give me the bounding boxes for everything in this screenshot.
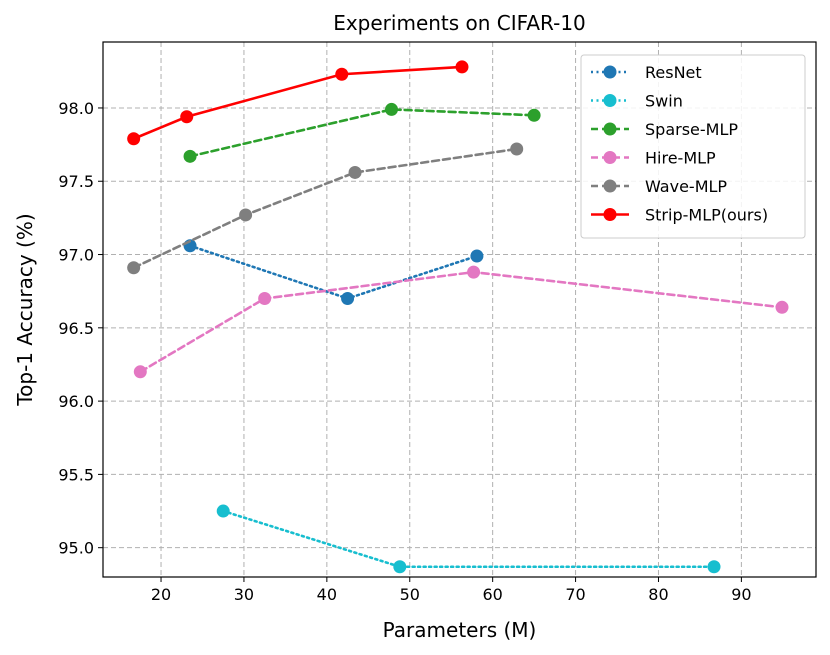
data-point-swin [216,504,230,518]
data-point-wave-mlp [510,142,524,156]
y-tick-label: 98.0 [58,99,94,118]
series-line-sparse-mlp [188,108,536,158]
y-tick-label: 97.5 [58,172,94,191]
legend-box [580,54,806,239]
data-point-strip-mlp-ours [335,67,349,81]
legend-label: ResNet [645,63,702,82]
data-point-wave-mlp [239,208,253,222]
series-layer [127,60,789,574]
data-point-swin [707,560,721,574]
series-hire-mlp [133,265,789,379]
series-line-hire-mlp [139,270,784,374]
legend-marker [603,65,617,79]
x-tick-label: 70 [565,585,585,604]
data-point-wave-mlp [348,165,362,179]
data-point-resnet [341,292,355,306]
x-tick-label: 50 [400,585,420,604]
data-point-hire-mlp [775,300,789,314]
axis-ticks: 20 30 40 50 60 70 80 90 95.0 95.5 96.0 96.5 97.0 97.5… [58,99,751,604]
series-line-wave-mlp [132,147,519,270]
legend-label: Strip-MLP(ours) [645,206,768,225]
y-tick-label: 96.0 [58,392,94,411]
data-point-hire-mlp [258,292,272,306]
x-tick-label: 40 [317,585,337,604]
legend-label: Hire-MLP [645,149,716,168]
data-point-hire-mlp [133,365,147,379]
data-point-wave-mlp [127,261,141,275]
series-resnet [183,239,484,306]
x-tick-label: 20 [151,585,171,604]
data-point-resnet [470,249,484,263]
x-axis-label: Parameters (M) [383,618,537,642]
x-tick-label: 60 [482,585,502,604]
legend-marker [603,179,617,193]
y-tick-label: 95.0 [58,539,94,558]
data-point-strip-mlp-ours [127,132,141,146]
legend-marker [603,94,617,107]
legend-marker [603,122,617,136]
y-tick-label: 97.0 [58,246,94,265]
chart-title: Experiments on CIFAR-10 [333,11,586,35]
series-strip-mlp-ours [127,60,469,146]
plot-frame [102,41,817,578]
data-point-sparse-mlp [527,108,541,122]
data-point-swin [393,560,407,574]
legend-label: Swin [645,92,683,111]
y-tick-label: 96.5 [58,319,94,338]
legend-item-strip-mlp-ours: Strip-MLP(ours) [591,206,768,225]
x-tick-label: 90 [731,585,751,604]
legend-item-sparse-mlp: Sparse-MLP [591,120,738,139]
series-wave-mlp [127,142,524,275]
series-swin [216,504,721,574]
data-point-hire-mlp [467,265,481,279]
legend-label: Wave-MLP [645,177,727,196]
data-point-strip-mlp-ours [180,110,194,124]
series-line-swin [221,509,716,569]
legend-item-wave-mlp: Wave-MLP [591,177,727,196]
legend-item-swin: Swin [591,92,683,111]
y-tick-label: 95.5 [58,465,94,484]
legend: ResNet Swin Sparse-MLP Hire-MLP Wave-MLP Stri… [580,54,806,239]
legend-item-hire-mlp: Hire-MLP [591,149,716,168]
legend-label: Sparse-MLP [645,120,738,139]
legend-item-resnet: ResNet [591,63,702,82]
y-axis-label: Top-1 Accuracy (%) [13,213,37,406]
x-tick-label: 30 [234,585,254,604]
data-point-strip-mlp-ours [455,60,469,74]
data-point-sparse-mlp [385,102,399,116]
data-point-sparse-mlp [183,149,197,163]
legend-marker [603,208,617,221]
series-sparse-mlp [183,102,541,163]
legend-marker [603,151,617,164]
series-line-strip-mlp-ours [132,65,464,141]
x-tick-label: 80 [648,585,668,604]
